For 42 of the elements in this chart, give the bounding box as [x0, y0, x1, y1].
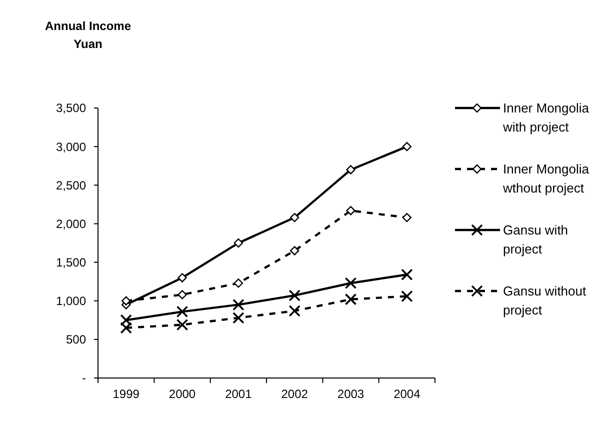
point: [344, 277, 357, 290]
point: [402, 142, 412, 152]
point: [120, 322, 132, 334]
legend-label: Inner Mongolia with project: [502, 100, 590, 135]
point: [402, 212, 412, 222]
x-tick-label: 2003: [337, 387, 364, 401]
point: [401, 268, 413, 281]
point: [232, 298, 244, 311]
y-tick-label: 1,500: [56, 255, 86, 270]
y-tick-label: 2,000: [56, 216, 86, 231]
point: [288, 304, 300, 317]
y-tick-label: 2,500: [56, 178, 86, 192]
legend-label: Inner Mongolia wthout project: [502, 162, 590, 196]
point: [234, 238, 244, 248]
point: [176, 306, 188, 318]
y-tick-label: 1,000: [56, 294, 86, 308]
point: [346, 206, 356, 216]
legend-label: Gansu without project: [503, 284, 586, 318]
x-tick-label: 1999: [112, 387, 140, 401]
y-tick-label: 3,000: [56, 140, 86, 154]
point: [290, 212, 300, 222]
point: [346, 165, 356, 174]
point: [121, 296, 131, 306]
point: [288, 290, 300, 302]
y-tick-label: 500: [66, 332, 86, 347]
point: [234, 278, 244, 288]
legend-label: Gansu with project: [503, 222, 568, 257]
point: [344, 293, 357, 306]
point: [290, 246, 300, 256]
point: [178, 273, 187, 282]
point: [176, 318, 188, 331]
point: [401, 290, 413, 302]
y-tick-label: 3,500: [56, 101, 86, 116]
x-tick-label: 2001: [225, 387, 252, 401]
x-tick-label: 2000: [168, 387, 196, 401]
x-tick-label: 2004: [394, 387, 421, 401]
point: [232, 312, 244, 324]
x-tick-label: 2002: [281, 387, 308, 401]
point: [120, 314, 132, 326]
y-tick-label: -: [82, 371, 86, 386]
point: [178, 290, 187, 300]
y-axis-title: Annual Income Yuan: [44, 19, 132, 51]
